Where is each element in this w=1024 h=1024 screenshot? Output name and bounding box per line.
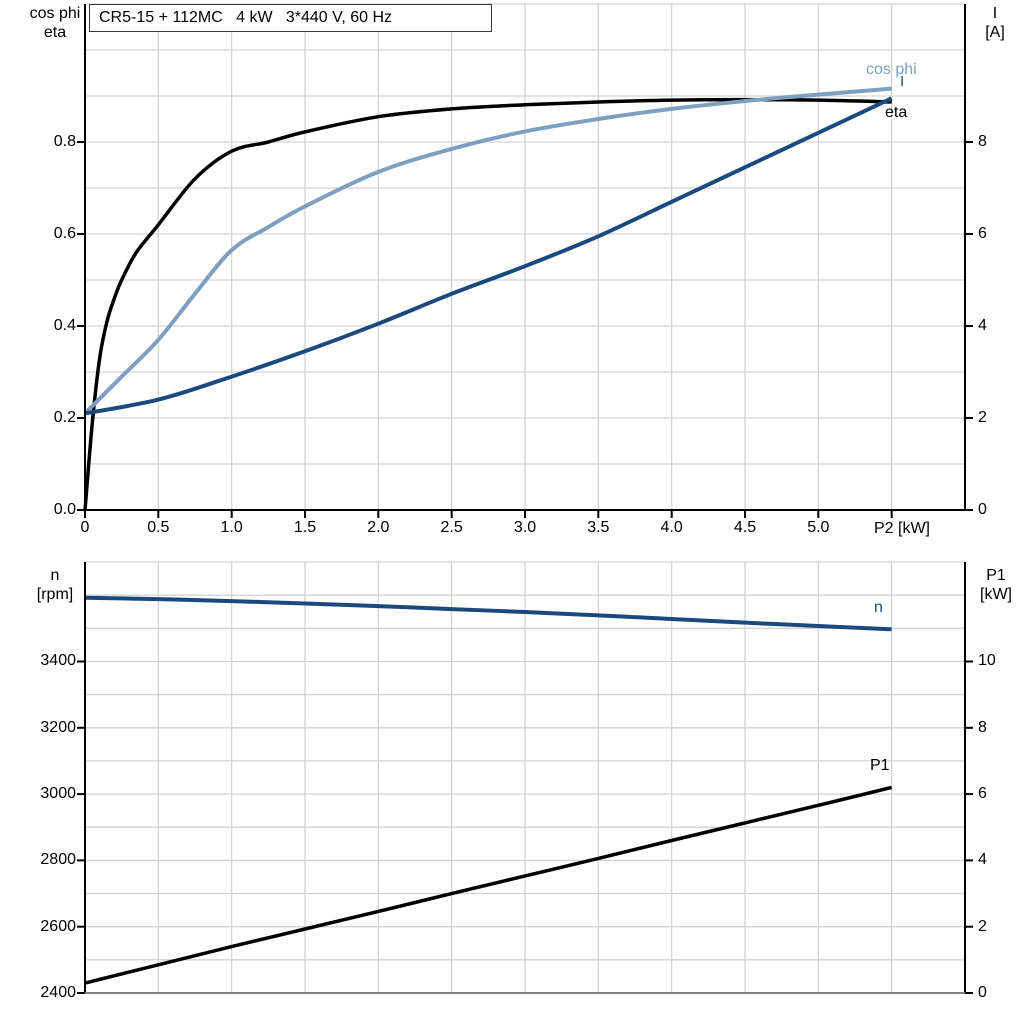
left-tick-label: 0.0 [53, 501, 76, 518]
right-tick-label: 4 [978, 317, 987, 334]
right-tick-label: 10 [978, 652, 996, 670]
rpm-unit-label: [rpm] [36, 586, 74, 603]
left-tick-label: 3000 [40, 785, 76, 803]
x-tick-label: 5.0 [807, 519, 830, 536]
x-axis-label: P2 [kW] [873, 520, 930, 537]
right-tick-label: 6 [978, 785, 987, 803]
left-tick-label: 0.2 [53, 409, 76, 426]
n-curve [84, 595, 892, 632]
n-curve-label: n [874, 599, 883, 616]
x-tick-label: 1.5 [293, 519, 317, 536]
left-tick-label: 2800 [40, 851, 76, 869]
current-curve-label: I [900, 73, 905, 90]
top-left-axis-title: cos phi eta [18, 4, 92, 42]
cos-phi-curve-label: cos phi [866, 61, 917, 78]
eta-curve-label: eta [885, 104, 908, 121]
i-curve [84, 96, 893, 416]
eta-axis-label: eta [43, 24, 67, 41]
x-tick-label: 4.5 [733, 519, 757, 536]
right-tick-label: 8 [978, 718, 987, 736]
right-tick-label: 4 [978, 851, 987, 869]
kw-unit-label: [kW] [980, 586, 1012, 603]
right-tick-label: 2 [978, 917, 987, 935]
left-tick-label: 0.8 [53, 133, 76, 150]
top-right-axis-title: I [A] [972, 4, 1018, 42]
ampere-unit-label: [A] [985, 24, 1005, 41]
left-tick-label: 3200 [40, 718, 76, 736]
x-tick-label: 2.5 [440, 519, 463, 536]
chart-title-box: CR5-15 + 112MC 4 kW 3*440 V, 60 Hz [89, 4, 492, 32]
x-tick-label: 1.0 [220, 519, 243, 536]
p1-curve [84, 785, 893, 985]
left-tick-label: 2400 [40, 984, 76, 1001]
eta-curve [83, 97, 892, 511]
x-tick-label: 3.5 [587, 519, 610, 536]
x-tick-label: 0 [80, 519, 90, 536]
right-tick-label: 8 [978, 133, 987, 150]
cos-phi-curve [83, 86, 892, 415]
left-tick-label: 2600 [40, 917, 76, 935]
x-tick-label: 2.0 [367, 519, 390, 536]
bottom-left-axis-title: n [rpm] [20, 566, 90, 604]
right-tick-label: 2 [978, 409, 987, 426]
x-tick-label: 0.5 [147, 519, 170, 536]
right-tick-label: 0 [978, 984, 987, 1001]
speed-axis-label: n [50, 567, 60, 584]
x-tick-label: 3.0 [513, 519, 537, 536]
left-tick-label: 0.6 [53, 225, 76, 242]
left-tick-label: 3400 [40, 652, 76, 670]
cos-phi-axis-label: cos phi [29, 5, 81, 22]
x-tick-label: 4.0 [660, 519, 683, 536]
chart-title: CR5-15 + 112MC 4 kW 3*440 V, 60 Hz [99, 9, 393, 26]
bottom-right-axis-title: P1 [kW] [970, 566, 1022, 604]
left-tick-label: 0.4 [53, 317, 76, 334]
p1-axis-label: P1 [986, 567, 1006, 584]
right-tick-label: 0 [978, 501, 987, 518]
right-tick-label: 6 [978, 225, 987, 242]
current-axis-label: I [992, 5, 998, 22]
p1-curve-label: P1 [870, 757, 890, 774]
